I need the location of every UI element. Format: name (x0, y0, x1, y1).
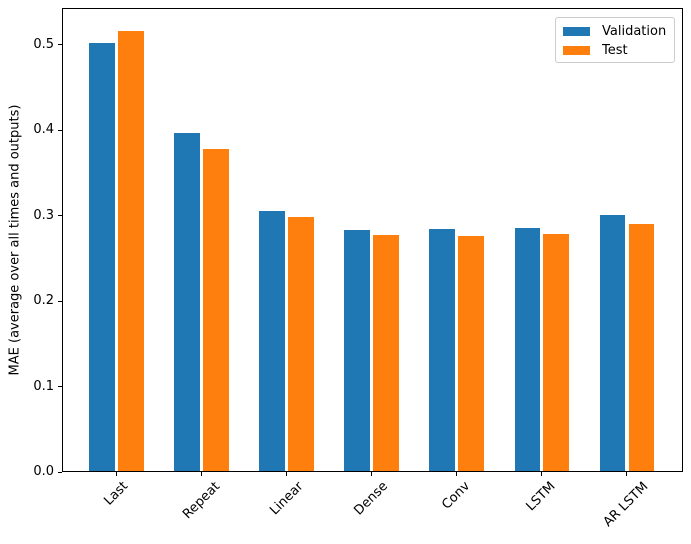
x-tick-mark (456, 472, 458, 476)
x-tick-mark (115, 472, 117, 476)
validation-color-swatch (563, 27, 590, 36)
x-tick-label-lstm: LSTM (523, 479, 559, 515)
x-tick-mark (286, 472, 288, 476)
bar-validation-dense (344, 230, 370, 471)
y-tick-label: 0.1 (33, 378, 54, 394)
bar-test-dense (373, 235, 399, 471)
bar-validation-repeat (174, 132, 200, 471)
x-tick-label-linear: Linear (266, 478, 307, 519)
bar-validation-lstm (514, 227, 541, 471)
bar-validation-linear (259, 210, 285, 471)
legend-item-validation: Validation (556, 22, 674, 41)
x-tick-mark (201, 472, 202, 476)
bar-test-linear (288, 217, 314, 471)
bar-test-ar-lstm (628, 224, 655, 471)
x-tick-mark (371, 472, 373, 476)
legend-label-test: Test (602, 43, 628, 58)
y-tick-mark (58, 215, 62, 217)
bar-validation-conv (429, 229, 455, 471)
x-tick-mark (626, 472, 628, 476)
y-tick-mark (58, 129, 62, 131)
y-tick-label: 0.4 (33, 122, 54, 138)
bar-validation-ar-lstm (599, 214, 626, 471)
x-tick-label-last: Last (101, 478, 132, 509)
bar-test-conv (458, 236, 484, 471)
y-tick-label: 0.0 (33, 464, 54, 479)
x-tick-label-dense: Dense (351, 478, 392, 519)
x-tick-mark (541, 472, 543, 476)
bar-test-last (118, 31, 144, 471)
x-tick-label-ar-lstm: AR LSTM (600, 479, 652, 530)
test-color-swatch (563, 46, 590, 55)
legend: Validation Test (555, 17, 675, 63)
y-tick-mark (58, 471, 62, 473)
x-tick-label-conv: Conv (439, 478, 474, 513)
legend-item-test: Test (556, 41, 674, 60)
y-tick-label: 0.2 (33, 293, 54, 309)
legend-label-validation: Validation (602, 24, 667, 39)
y-tick-mark (58, 300, 62, 302)
plot-area (62, 8, 683, 472)
y-axis-label: MAE (average over all times and outputs) (7, 104, 23, 376)
x-tick-label-repeat: Repeat (179, 479, 223, 523)
y-tick-label: 0.3 (33, 207, 54, 223)
bar-validation-last (89, 43, 115, 471)
bar-test-repeat (203, 149, 229, 471)
bar-test-lstm (543, 233, 569, 471)
y-tick-mark (58, 386, 62, 388)
y-tick-label: 0.5 (33, 36, 54, 52)
y-tick-mark (58, 44, 62, 46)
